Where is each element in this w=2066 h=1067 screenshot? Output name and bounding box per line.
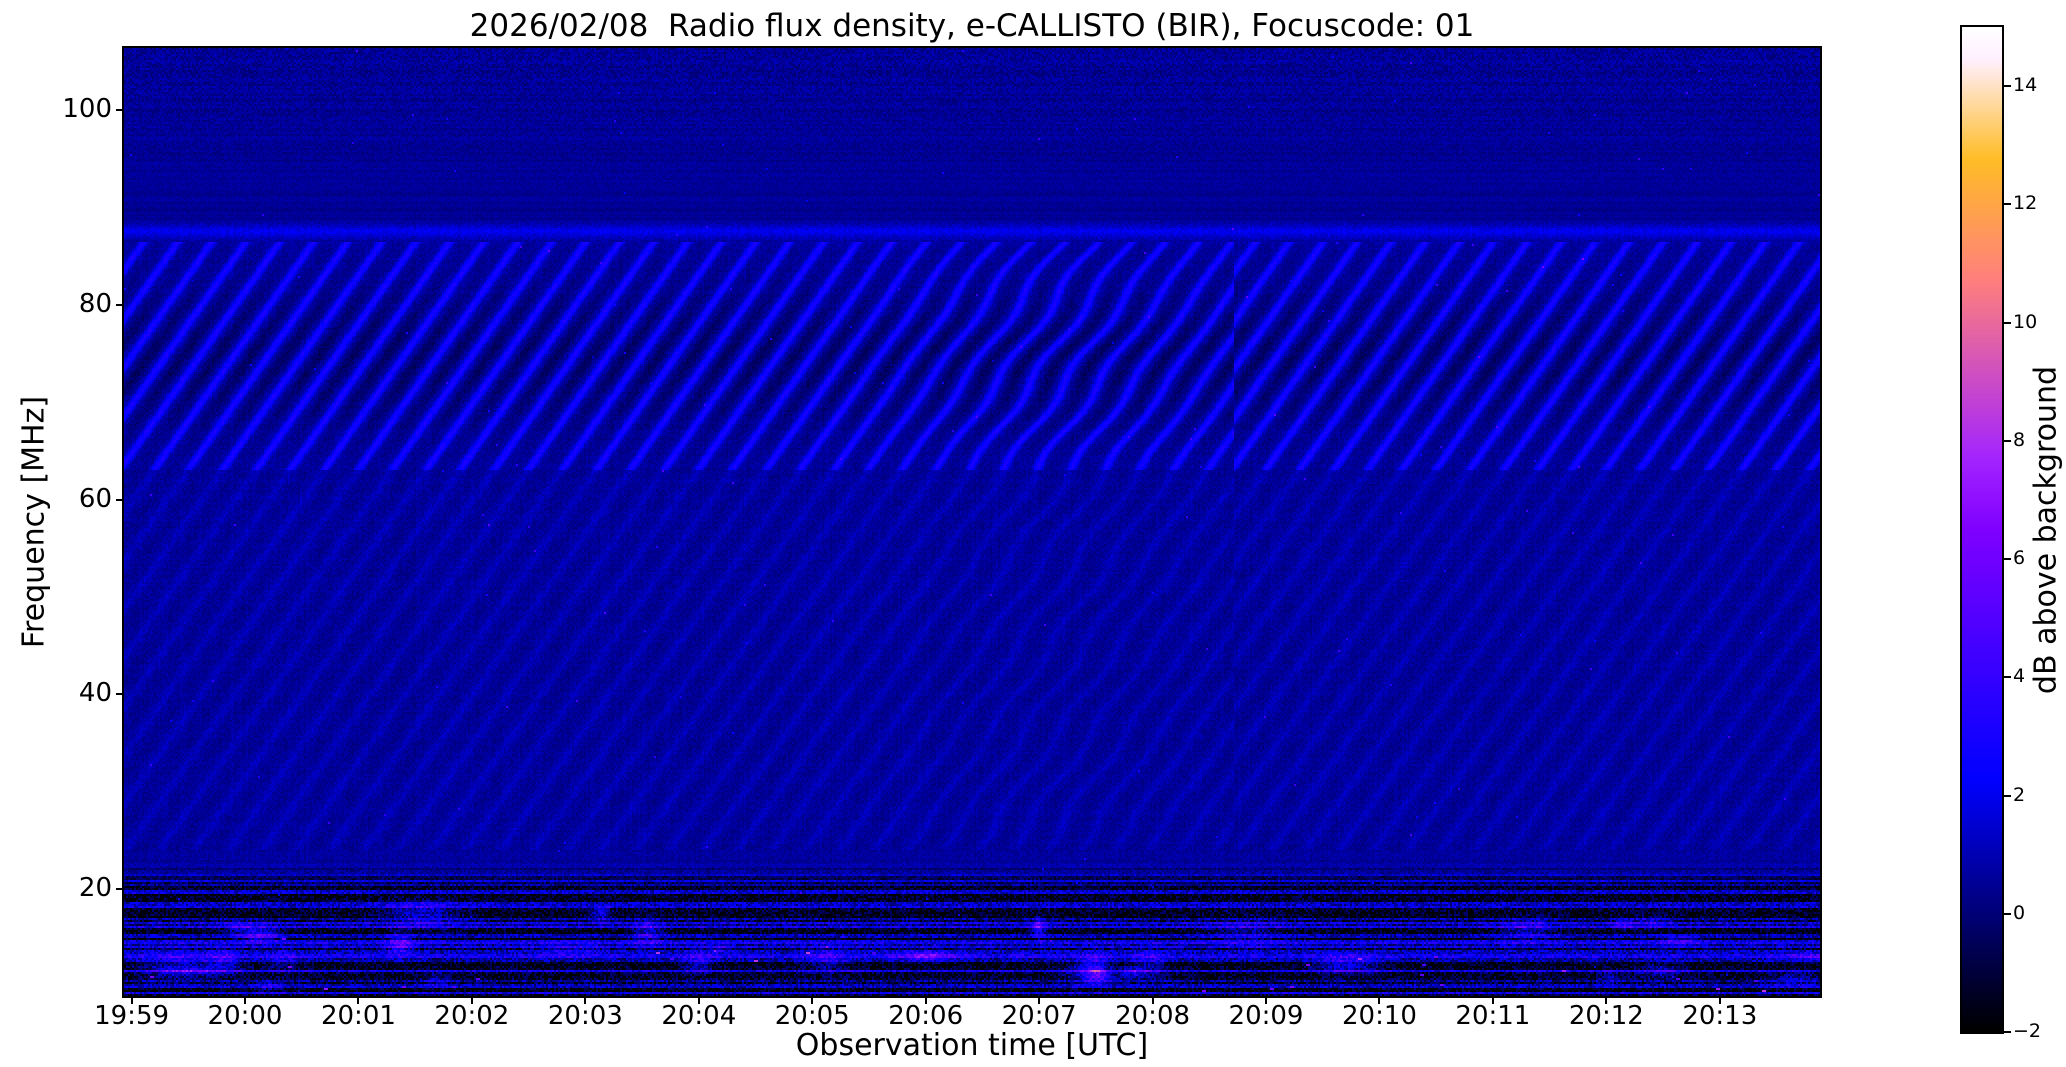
x-tick-mark [1151,996,1154,1004]
y-tick-mark [116,693,124,696]
colorbar-tick-mark [2004,85,2011,88]
x-tick-mark [924,996,927,1004]
y-tick-mark [116,303,124,306]
x-tick-label: 20:02 [434,1001,510,1031]
plot-frame [122,46,1822,998]
x-tick-mark [357,996,360,1004]
colorbar-tick-label: −2 [2013,1020,2042,1042]
x-axis-label: Observation time [UTC] [795,1028,1149,1063]
y-tick-label: 80 [78,288,112,319]
x-tick-label: 20:05 [774,1001,850,1031]
colorbar-tick-label: 14 [2013,74,2038,97]
x-tick-mark [244,996,246,1004]
x-tick-label: 19:59 [94,1001,170,1031]
x-tick-label: 20:08 [1115,1001,1191,1031]
colorbar-label-text: dB above background [2028,365,2064,695]
x-tick-mark [1038,996,1041,1004]
colorbar-tick-label: 0 [2013,901,2026,924]
x-tick-mark [130,996,133,1004]
x-tick-label: 20:01 [320,1001,396,1031]
y-tick-label: 40 [78,678,112,709]
x-tick-label: 20:07 [1001,1001,1077,1031]
x-tick-mark [1718,996,1721,1004]
x-tick-label: 20:13 [1682,1001,1758,1031]
y-tick-label: 20 [78,872,112,903]
colorbar-tick-label: 6 [2013,547,2026,570]
x-tick-label: 20:12 [1568,1001,1644,1031]
colorbar-tick-mark [2004,794,2011,797]
x-tick-mark [1605,996,1608,1004]
x-tick-mark [811,996,814,1004]
x-tick-label: 20:00 [207,1001,283,1031]
y-tick-label: 60 [78,483,112,514]
y-tick-label: 100 [62,94,112,125]
colorbar-tick-mark [2004,676,2011,679]
x-tick-label: 20:03 [547,1001,623,1031]
spectrogram-heatmap [124,48,1820,996]
colorbar-tick-label: 4 [2013,665,2026,688]
colorbar-tick-mark [2004,439,2011,442]
x-tick-label: 20:10 [1341,1001,1417,1031]
x-tick-mark [1265,996,1267,1004]
colorbar-tick-label: 8 [2013,428,2026,451]
x-tick-label: 20:04 [661,1001,737,1031]
x-tick-mark [470,996,473,1004]
x-tick-label: 20:11 [1455,1001,1531,1031]
colorbar-tick-mark [2004,203,2011,206]
y-tick-mark [116,109,124,112]
y-axis-label-text: Frequency [MHz] [16,395,52,649]
colorbar-tick-mark [2004,1031,2011,1033]
colorbar-tick-mark [2004,321,2011,324]
x-tick-mark [1378,996,1381,1004]
chart-title: 2026/02/08 Radio flux density, e-CALLIST… [469,8,1475,44]
y-tick-mark [116,498,124,501]
x-tick-label: 20:09 [1228,1001,1304,1031]
colorbar-frame [1960,25,2004,1034]
colorbar-tick-label: 2 [2013,783,2026,806]
x-tick-label: 20:06 [888,1001,964,1031]
colorbar-tick-label: 12 [2013,192,2038,215]
colorbar-gradient [1962,27,2002,1032]
colorbar-tick-label: 10 [2013,310,2038,333]
y-tick-mark [116,887,124,890]
x-tick-mark [1491,996,1494,1004]
x-tick-mark [584,996,587,1004]
colorbar-tick-mark [2004,912,2011,915]
colorbar-tick-mark [2004,558,2011,561]
x-tick-mark [697,996,700,1004]
